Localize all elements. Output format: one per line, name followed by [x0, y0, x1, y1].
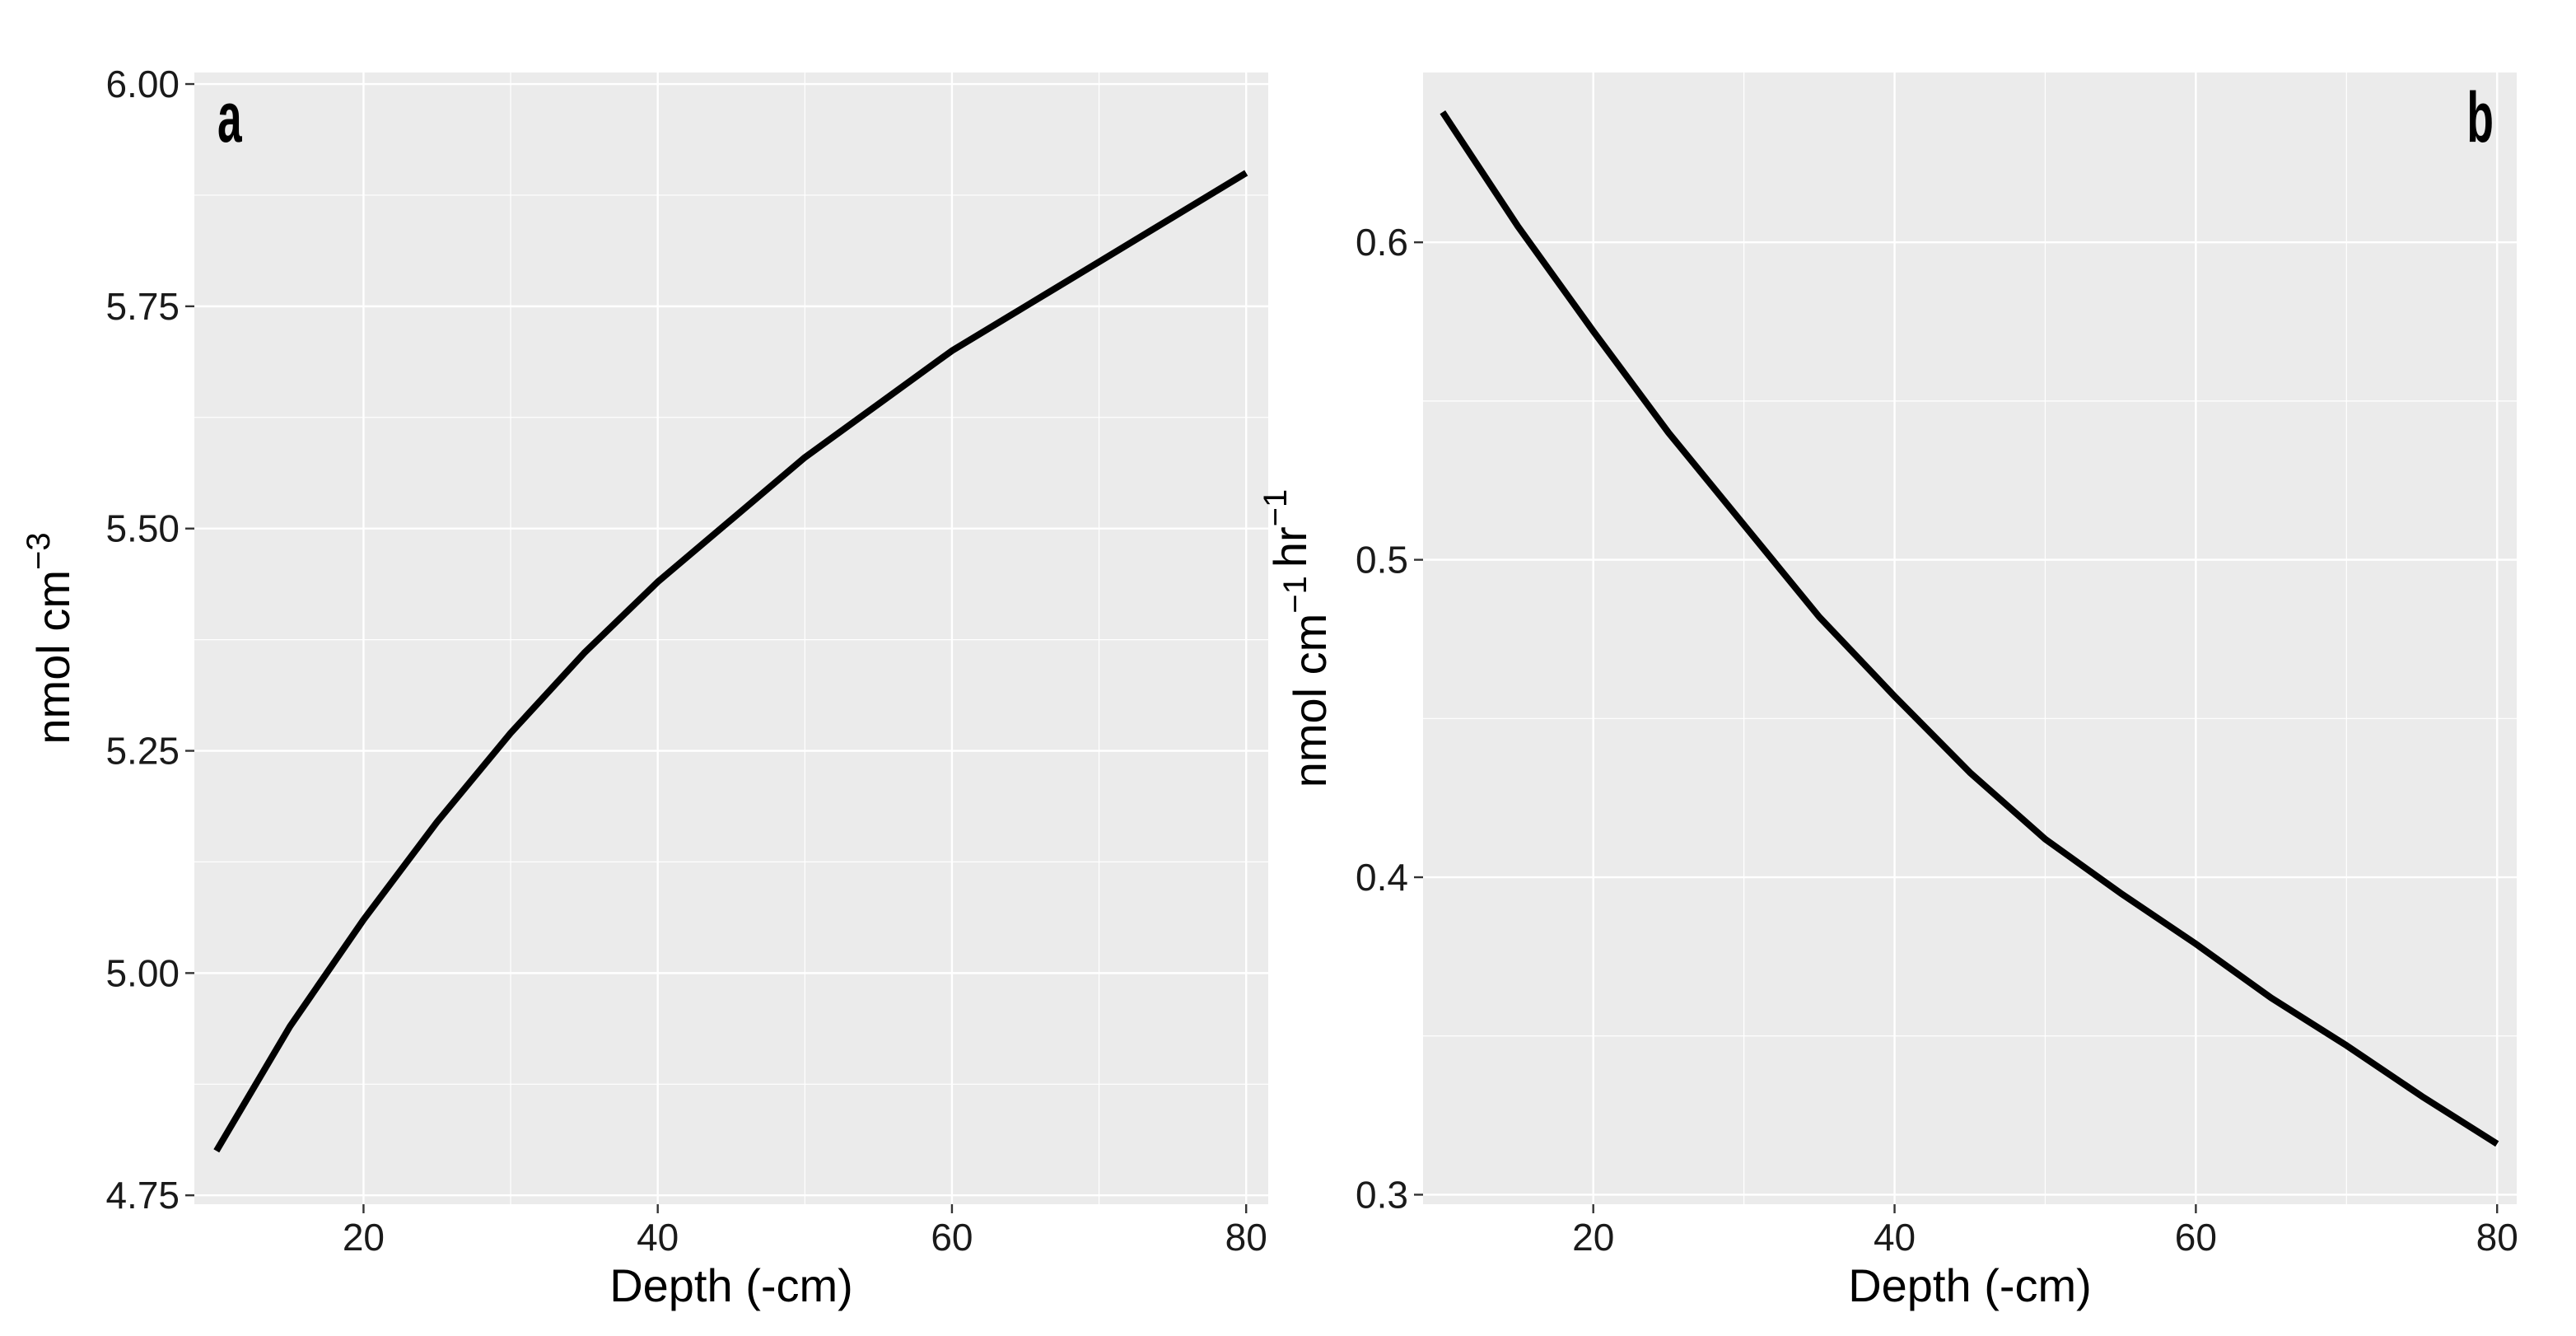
y-axis-title-text: hr [1264, 526, 1316, 568]
y-tick-label: 5.50 [105, 507, 180, 550]
x-tick-label: 40 [637, 1216, 679, 1259]
y-tick-label: 5.75 [105, 285, 180, 328]
x-axis-title: Depth (-cm) [1848, 1259, 2092, 1311]
y-axis-title: nmol cm−1hr−1 [1258, 489, 1336, 788]
x-tick-label: 60 [2175, 1216, 2217, 1259]
y-tick-label: 0.3 [1356, 1173, 1408, 1216]
y-tick-label: 0.4 [1356, 856, 1408, 899]
y-axis-title: nmol cm−3 [21, 532, 79, 744]
data-line [213, 170, 1248, 1153]
y-axis-title-superscript: −3 [21, 532, 57, 570]
y-tick-label: 0.6 [1356, 221, 1408, 264]
panel-label: b [2466, 78, 2494, 157]
x-tick-label: 60 [931, 1216, 973, 1259]
y-tick-label: 5.00 [105, 951, 180, 994]
y-axis-title-superscript: −1 [1258, 489, 1294, 527]
data-line [1440, 110, 2499, 1147]
x-tick-label: 80 [1225, 1216, 1267, 1259]
panel-label: a [217, 78, 243, 157]
y-axis-title-text: nmol cm [1284, 614, 1336, 788]
y-tick-label: 4.75 [105, 1174, 180, 1217]
y-tick-label: 0.5 [1356, 539, 1408, 582]
y-tick-label: 6.00 [105, 63, 180, 105]
x-tick-label: 20 [1572, 1216, 1614, 1259]
y-axis-title-superscript: −1 [1277, 576, 1314, 614]
x-tick-label: 20 [343, 1216, 385, 1259]
y-tick-label: 5.25 [105, 730, 180, 773]
x-tick-label: 80 [2476, 1216, 2518, 1259]
y-axis-title-text: nmol cm [27, 570, 79, 745]
plot-background [1423, 72, 2517, 1204]
x-axis-title: Depth (-cm) [609, 1259, 853, 1311]
x-tick-label: 40 [1874, 1216, 1916, 1259]
plot-background [194, 72, 1268, 1204]
